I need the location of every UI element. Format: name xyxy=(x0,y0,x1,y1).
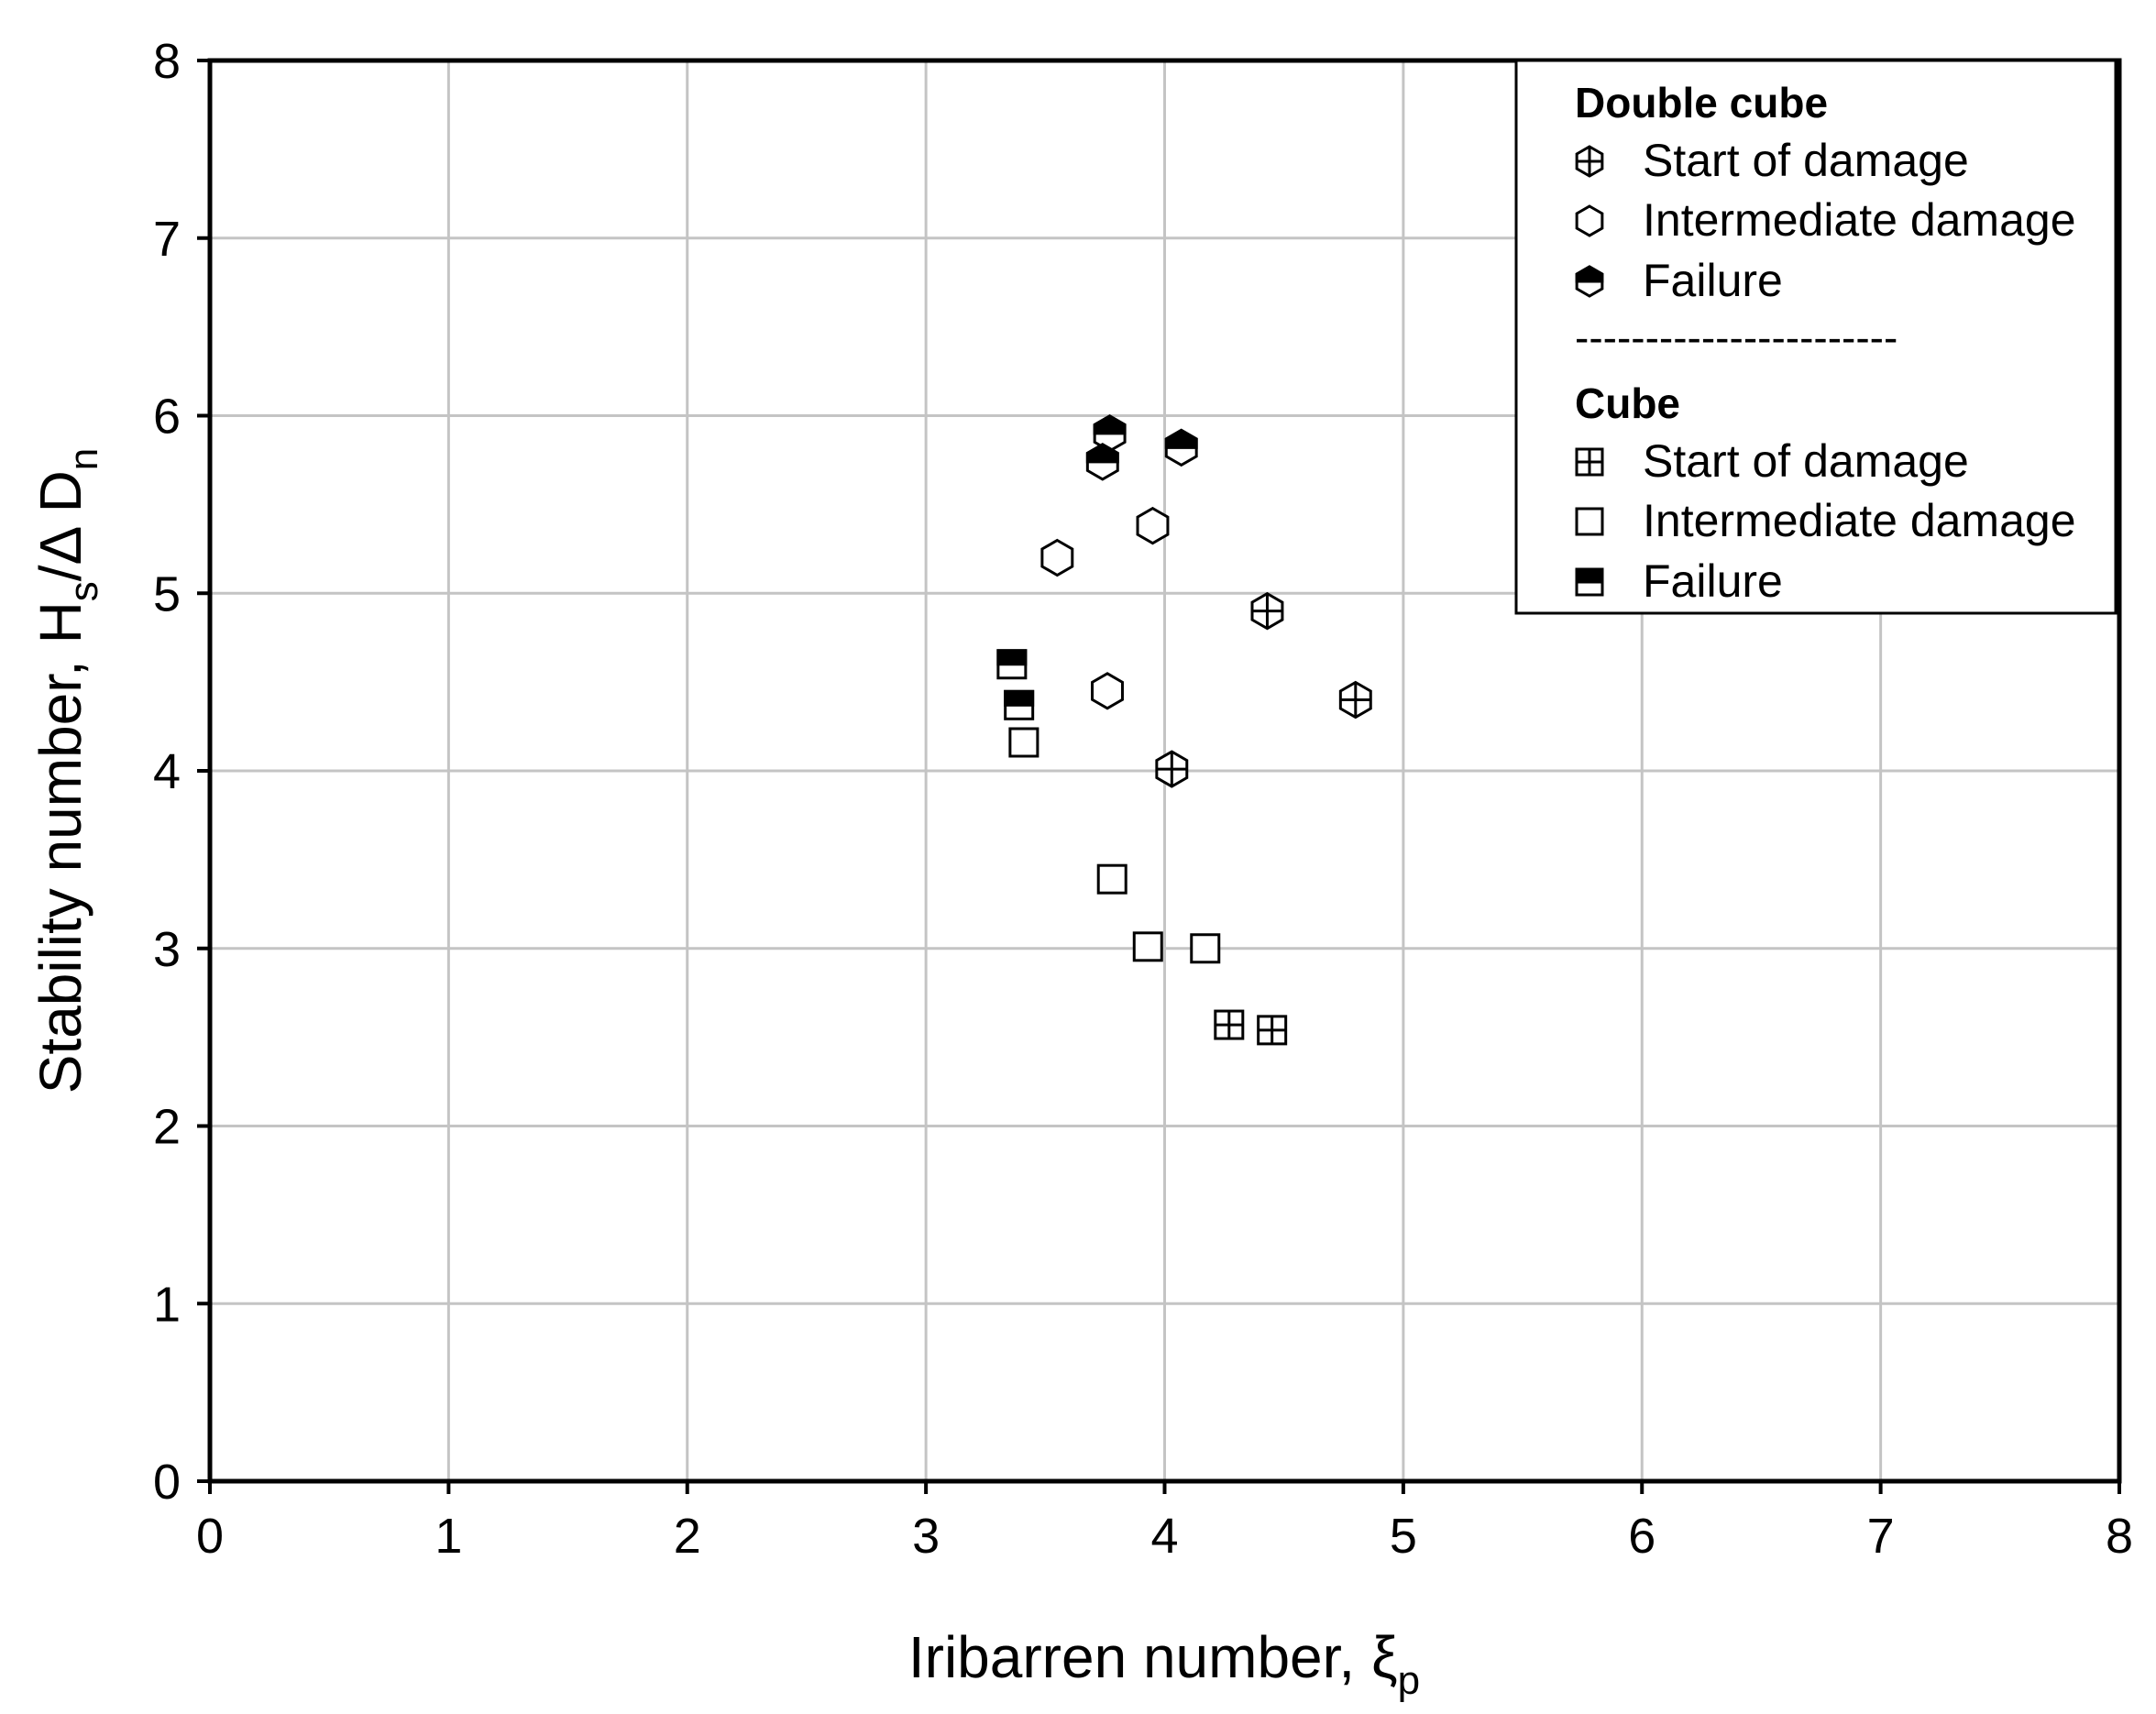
legend-marker-hex-open xyxy=(1575,204,1604,237)
y-tick-label: 8 xyxy=(153,34,181,89)
legend-marker-square-cross xyxy=(1575,447,1604,477)
legend-marker-square-half xyxy=(1575,567,1604,597)
x-tick-label: 4 xyxy=(1150,1509,1178,1564)
y-tick-label: 3 xyxy=(153,922,181,977)
marker-fill-half xyxy=(1093,414,1127,435)
y-tick-label: 5 xyxy=(153,566,181,621)
data-point-square-cross xyxy=(1214,1009,1245,1040)
marker-outline xyxy=(1190,933,1221,964)
x-tick-label: 6 xyxy=(1628,1509,1656,1564)
marker-outline xyxy=(1575,507,1604,536)
y-tick-label: 6 xyxy=(153,390,181,445)
legend: Double cube Start of damage Intermediate… xyxy=(1514,59,2118,615)
data-point-square-half xyxy=(996,649,1028,680)
marker-fill-half xyxy=(1164,428,1198,449)
legend-label-cube-intermediate: Intermediate damage xyxy=(1643,495,2076,546)
legend-group-title-cube: Cube xyxy=(1575,379,1680,427)
marker-outline xyxy=(1008,727,1040,758)
x-tick-label: 5 xyxy=(1390,1509,1417,1564)
marker-outline xyxy=(1040,538,1074,577)
marker-outline xyxy=(1091,672,1124,710)
marker-outline xyxy=(1136,506,1170,545)
x-tick-label: 7 xyxy=(1867,1509,1895,1564)
y-axis-label: Stability number, Hs/Δ Dn xyxy=(28,448,106,1094)
legend-box xyxy=(1514,59,2118,615)
marker-fill-half xyxy=(1004,689,1035,707)
y-tick-label: 4 xyxy=(153,744,181,799)
legend-marker-hex-half xyxy=(1575,265,1604,298)
data-point-square-cross xyxy=(1257,1015,1288,1046)
legend-label-cube-start: Start of damage xyxy=(1643,435,1969,487)
data-point-square-open xyxy=(1008,727,1040,758)
axis-ticks: 0 1 2 3 4 5 6 7 8 0 1 2 3 4 5 6 7 8 xyxy=(153,34,2133,1564)
data-point-hex-half xyxy=(1093,414,1127,453)
data-point-square-open xyxy=(1096,863,1128,895)
marker-fill-half xyxy=(1085,443,1119,464)
x-tick-label: 1 xyxy=(434,1509,462,1564)
data-point-square-half xyxy=(1004,689,1035,720)
data-point-hex-half xyxy=(1085,443,1119,481)
legend-marker-hex-cross xyxy=(1575,145,1604,178)
marker-outline xyxy=(1132,931,1163,962)
legend-marker-square-open xyxy=(1575,507,1604,536)
x-tick-label: 3 xyxy=(912,1509,940,1564)
marker-fill-half xyxy=(1575,265,1604,283)
legend-label-double-cube-start: Start of damage xyxy=(1643,135,1969,186)
y-tick-label: 7 xyxy=(153,212,181,267)
data-point-hex-cross xyxy=(1155,750,1189,788)
x-tick-label: 0 xyxy=(196,1509,224,1564)
data-points xyxy=(996,414,1372,1046)
y-tick-label: 1 xyxy=(153,1277,181,1332)
legend-separator: ----------------------- xyxy=(1575,313,1898,361)
data-point-hex-cross xyxy=(1338,680,1372,720)
x-tick-label: 8 xyxy=(2106,1509,2133,1564)
marker-fill-half xyxy=(1575,567,1604,584)
data-point-hex-cross xyxy=(1250,591,1284,631)
legend-label-double-cube-intermediate: Intermediate damage xyxy=(1643,194,2076,246)
data-point-square-open xyxy=(1190,933,1221,964)
marker-outline xyxy=(1575,204,1604,237)
legend-label-double-cube-failure: Failure xyxy=(1643,255,1783,306)
y-tick-label: 2 xyxy=(153,1100,181,1155)
data-point-hex-open xyxy=(1040,538,1074,577)
data-point-square-open xyxy=(1132,931,1163,962)
legend-label-cube-failure: Failure xyxy=(1643,555,1783,607)
legend-group-title-double-cube: Double cube xyxy=(1575,79,1828,126)
y-tick-label: 0 xyxy=(153,1455,181,1510)
data-point-hex-open xyxy=(1091,672,1124,710)
marker-outline xyxy=(1096,863,1128,895)
marker-fill-half xyxy=(996,649,1028,666)
data-point-hex-open xyxy=(1136,506,1170,545)
x-axis-label: Iribarren number, ξp xyxy=(908,1624,1420,1703)
x-tick-label: 2 xyxy=(674,1509,701,1564)
data-point-hex-half xyxy=(1164,428,1198,467)
